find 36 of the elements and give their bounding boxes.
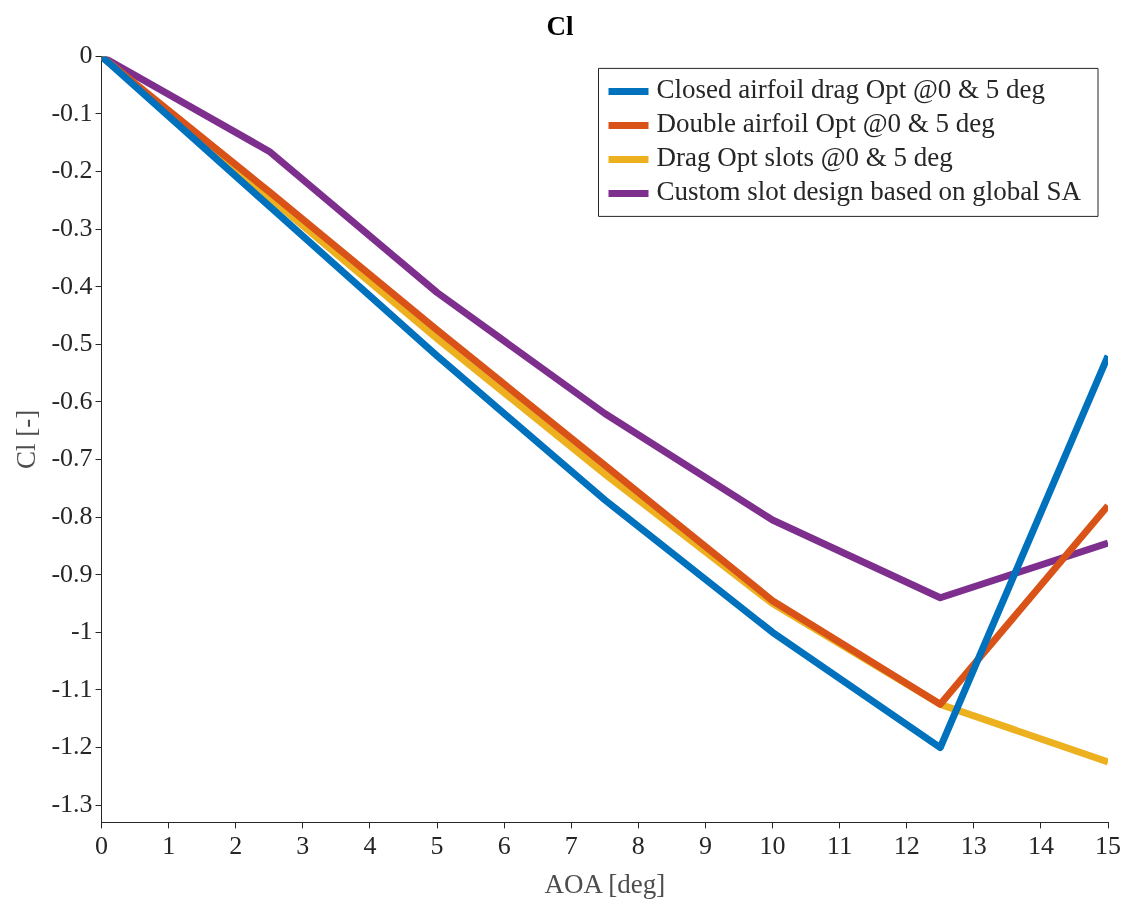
y-tick-label: 0 [79, 40, 93, 70]
x-tick-label: 1 [162, 830, 176, 860]
y-tick-label: -0.8 [51, 500, 93, 530]
x-tick-label: 8 [631, 830, 645, 860]
x-tick-label: 14 [1027, 830, 1054, 860]
x-tick-label: 7 [564, 830, 578, 860]
x-tick-label: 4 [363, 830, 377, 860]
x-tick-label: 10 [759, 830, 786, 860]
x-tick-label: 12 [893, 830, 920, 860]
y-tick-label: -0.5 [51, 328, 93, 358]
x-tick-label: 2 [229, 830, 243, 860]
y-tick-label: -0.7 [51, 443, 93, 473]
legend-label: Closed airfoil drag Opt @0 & 5 deg [656, 74, 1046, 105]
y-tick-label: -1.3 [51, 788, 93, 818]
y-axis-title: Cl [-] [11, 409, 42, 470]
y-tick-label: -0.3 [51, 213, 93, 243]
y-tick-label: -0.1 [51, 97, 93, 127]
y-tick-label: -0.4 [51, 270, 93, 300]
y-tick-label: -0.9 [51, 558, 93, 588]
x-tick-label: 3 [296, 830, 310, 860]
x-axis-title: AOA [deg] [544, 868, 666, 899]
x-tick-label: 13 [960, 830, 987, 860]
x-tick-label: 5 [430, 830, 444, 860]
x-tick-label: 15 [1095, 830, 1121, 860]
legend-label: Drag Opt slots @0 & 5 deg [656, 142, 953, 173]
y-tick-label: -1 [70, 616, 93, 646]
x-tick-label: 11 [827, 830, 853, 860]
chart-title: Cl [546, 11, 574, 42]
y-tick-label: -1.1 [51, 673, 93, 703]
legend-label: Custom slot design based on global SA [656, 176, 1082, 207]
legend-label: Double airfoil Opt @0 & 5 deg [656, 108, 995, 139]
y-tick-label: -0.6 [51, 385, 93, 415]
x-tick-label: 9 [698, 830, 712, 860]
y-tick-label: -1.2 [51, 731, 93, 761]
y-tick-label: -0.2 [51, 155, 93, 185]
x-tick-label: 6 [497, 830, 511, 860]
